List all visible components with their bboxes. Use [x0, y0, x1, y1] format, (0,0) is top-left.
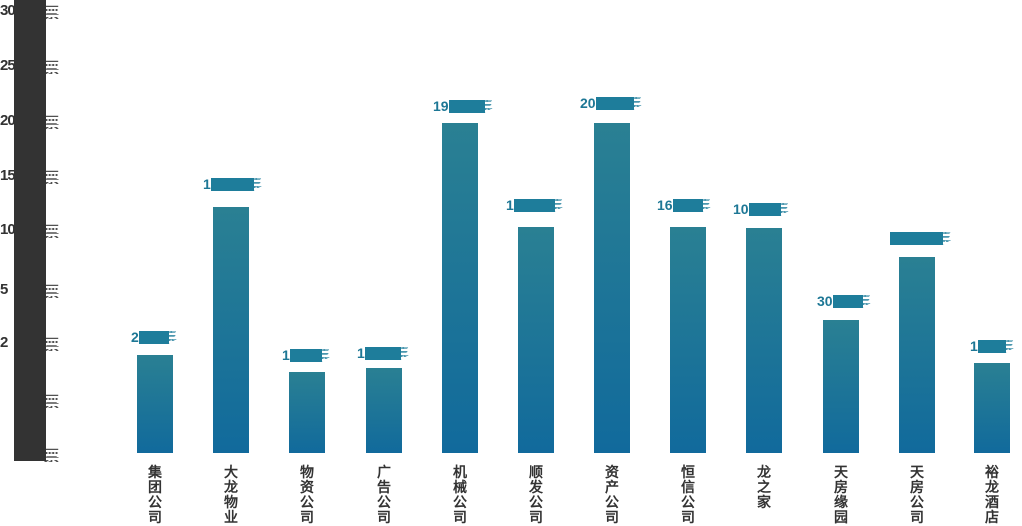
bar-value-redaction-rect	[448, 100, 485, 113]
bar-value-redaction-rect	[210, 178, 254, 191]
bar-value-prefix: 10	[733, 201, 749, 217]
bar-恒信公司	[670, 227, 706, 453]
bar-value-label: 16 票	[657, 198, 711, 213]
bar-集团公司	[137, 355, 173, 453]
x-axis-category-label: 机械公司	[453, 464, 467, 525]
y-axis-tick: 15 票	[0, 167, 62, 187]
bar-value-label: 票	[890, 231, 951, 246]
bar-天房公司	[899, 257, 935, 453]
bar-value-prefix: 1	[282, 347, 290, 363]
bar-value-redaction-rect	[364, 347, 401, 360]
y-tick-unit-ghost: 票	[44, 60, 60, 77]
y-tick-unit-ghost: 票	[44, 115, 60, 132]
bar-value-redaction-rect	[138, 331, 169, 344]
y-tick-value-prefix: 15	[0, 167, 16, 184]
x-axis-category-label: 天房缘园	[834, 464, 848, 525]
bar-天房缘园	[823, 320, 859, 453]
y-axis-tick: 20 票	[0, 112, 62, 132]
x-axis-category-label: 龙之家	[757, 464, 771, 510]
bar-value-label: 19 票	[433, 99, 493, 114]
bar-value-label: 10 票	[733, 202, 789, 217]
bar-value-redaction-rect	[748, 203, 781, 216]
bar-value-prefix: 1	[506, 197, 514, 213]
bar-顺发公司	[518, 227, 554, 453]
bar-裕龙酒店	[974, 363, 1010, 453]
x-axis-category-label: 物资公司	[300, 464, 314, 525]
bar-value-prefix: 2	[131, 329, 139, 345]
bar-value-prefix: 1	[203, 176, 211, 192]
y-tick-value-prefix: 20	[0, 112, 16, 129]
bar-物资公司	[289, 372, 325, 453]
y-tick-value-prefix: 2	[0, 334, 8, 351]
y-tick-unit-ghost: 票	[44, 284, 60, 301]
y-tick-unit-ghost: 票	[44, 224, 60, 241]
bar-value-label: 20 票	[580, 96, 642, 111]
bar-资产公司	[594, 123, 630, 453]
bar-龙之家	[746, 228, 782, 453]
bar-value-prefix: 16	[657, 197, 673, 213]
x-axis-category-label: 天房公司	[910, 464, 924, 525]
y-axis-tick: 25 票	[0, 57, 62, 77]
bar-value-prefix: 20	[580, 95, 596, 111]
bar-value-label: 30 票	[817, 294, 871, 309]
y-tick-value-prefix: 5	[0, 281, 8, 298]
x-axis-category-label: 资产公司	[605, 464, 619, 525]
bar-value-prefix: 1	[357, 345, 365, 361]
y-tick-unit-ghost: 票	[44, 448, 60, 465]
y-tick-unit-ghost: 票	[44, 337, 60, 354]
bar-value-redaction-rect	[672, 199, 703, 212]
y-tick-value-prefix: 25	[0, 57, 16, 74]
bar-value-redaction-rect	[890, 232, 943, 245]
y-tick-value-prefix: 30	[0, 2, 16, 19]
y-axis-tick: 票	[0, 445, 62, 465]
x-axis-category-label: 恒信公司	[681, 464, 695, 525]
x-axis-category-label: 顺发公司	[529, 464, 543, 525]
y-axis-tick: 票	[0, 391, 62, 411]
y-tick-unit-ghost: 票	[44, 394, 60, 411]
bar-机械公司	[442, 123, 478, 453]
bar-value-prefix: 30	[817, 293, 833, 309]
bar-value-prefix: 19	[433, 98, 449, 114]
bar-value-redaction-rect	[977, 340, 1006, 353]
bar-value-prefix: 1	[970, 338, 978, 354]
x-axis-category-label: 集团公司	[148, 464, 162, 525]
bar-value-redaction-rect	[832, 295, 863, 308]
y-axis-tick: 30 票	[0, 2, 62, 22]
bar-大龙物业	[213, 207, 249, 453]
bar-value-redaction-rect	[289, 349, 322, 362]
y-tick-unit-ghost: 票	[44, 170, 60, 187]
bar-广告公司	[366, 368, 402, 453]
x-axis-category-label: 广告公司	[377, 464, 391, 525]
x-axis-category-label: 大龙物业	[224, 464, 238, 525]
bar-value-redaction-rect	[513, 199, 555, 212]
y-axis-redaction-rect	[14, 0, 46, 461]
x-axis-category-label: 裕龙酒店	[985, 464, 999, 525]
y-axis-tick: 10 票	[0, 221, 62, 241]
y-tick-unit-ghost: 票	[44, 5, 60, 22]
y-tick-value-prefix: 10	[0, 221, 16, 238]
bar-value-redaction-rect	[595, 97, 634, 110]
